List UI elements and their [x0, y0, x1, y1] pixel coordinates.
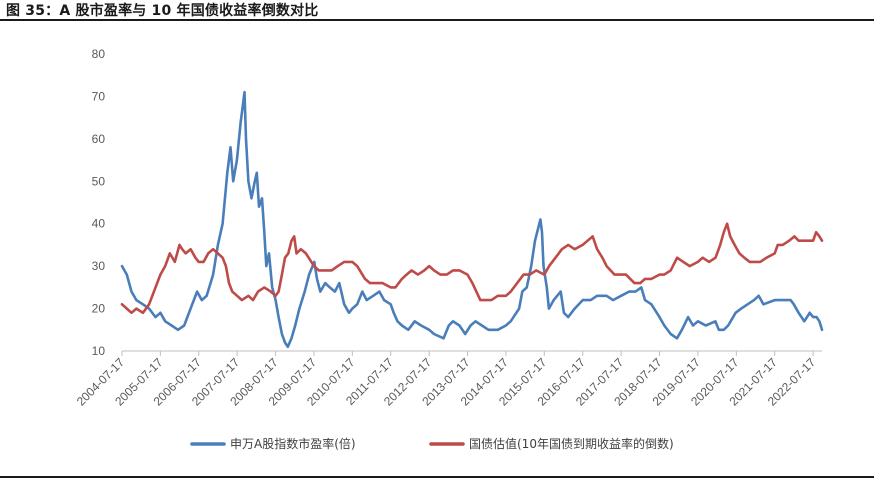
y-axis: 10 20 30 40 50 60 70 80	[92, 47, 106, 358]
series-line-pe	[120, 90, 824, 349]
y-tick-label: 50	[92, 174, 106, 188]
legend-label-bond: 国债估值(10年国债到期收益率的倒数)	[469, 436, 674, 451]
y-tick-label: 70	[92, 89, 106, 103]
x-axis: 2004-07-172005-07-172006-07-172007-07-17…	[74, 350, 822, 409]
bottom-rule	[0, 476, 874, 478]
legend-label-pe: 申万A股指数市盈率(倍)	[230, 436, 356, 451]
series-line-bond	[120, 222, 824, 315]
y-tick-label: 10	[92, 344, 106, 358]
legend: 申万A股指数市盈率(倍) 国债估值(10年国债到期收益率的倒数)	[190, 436, 674, 451]
y-tick-label: 20	[92, 302, 106, 316]
top-rule	[0, 19, 874, 21]
y-tick-label: 30	[92, 259, 106, 273]
y-tick-label: 60	[92, 132, 106, 146]
y-tick-label: 80	[92, 47, 106, 61]
y-tick-label: 40	[92, 217, 106, 231]
figure-title: 图 35：A 股市盈率与 10 年国债收益率倒数对比	[6, 3, 319, 19]
series-layer	[120, 90, 824, 349]
